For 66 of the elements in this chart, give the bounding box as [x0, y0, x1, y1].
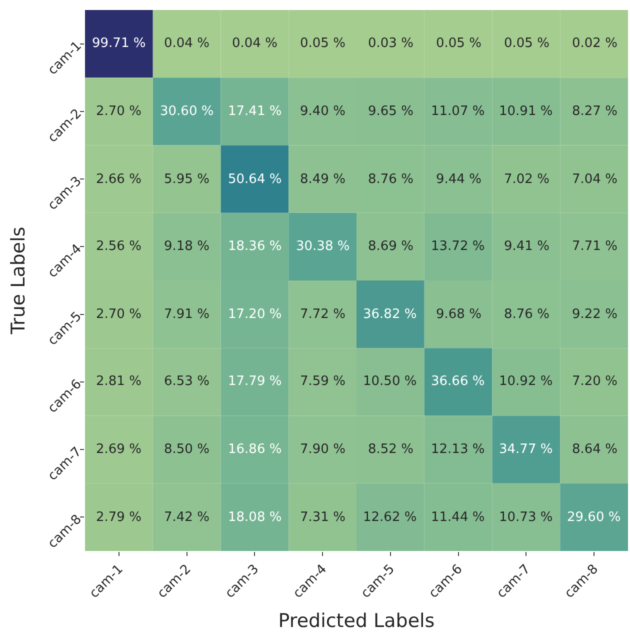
data-label: 16.86 % — [228, 442, 282, 457]
data-label: 18.36 % — [228, 239, 282, 254]
data-label: 7.02 % — [504, 172, 550, 187]
data-label: 9.18 % — [164, 239, 210, 254]
data-label: 9.41 % — [504, 239, 550, 254]
data-label: 99.71 % — [92, 36, 146, 51]
data-label: 0.04 % — [232, 36, 278, 51]
data-label: 6.53 % — [164, 374, 210, 389]
data-label: 7.59 % — [300, 374, 346, 389]
data-label: 29.60 % — [567, 510, 621, 525]
data-label: 2.70 % — [96, 307, 142, 322]
data-label: 11.07 % — [431, 104, 485, 119]
data-label: 12.62 % — [363, 510, 417, 525]
data-label: 12.13 % — [431, 442, 485, 457]
data-label: 30.38 % — [296, 239, 350, 254]
data-label: 7.20 % — [572, 374, 618, 389]
data-label: 11.44 % — [431, 510, 485, 525]
data-label: 9.40 % — [300, 104, 346, 119]
data-label: 2.79 % — [96, 510, 142, 525]
data-label: 36.66 % — [431, 374, 485, 389]
data-label: 17.41 % — [228, 104, 282, 119]
data-label: 8.52 % — [368, 442, 414, 457]
data-label: 8.64 % — [572, 442, 618, 457]
data-label: 34.77 % — [499, 442, 553, 457]
data-label: 2.56 % — [96, 239, 142, 254]
data-label: 0.02 % — [572, 36, 618, 51]
data-label: 2.69 % — [96, 442, 142, 457]
data-label: 7.91 % — [164, 307, 210, 322]
data-label: 8.27 % — [572, 104, 618, 119]
data-label: 7.04 % — [572, 172, 618, 187]
data-label: 9.44 % — [436, 172, 482, 187]
data-label: 2.81 % — [96, 374, 142, 389]
data-label: 36.82 % — [363, 307, 417, 322]
y-axis-title: True Labels — [7, 226, 30, 336]
data-label: 0.04 % — [164, 36, 210, 51]
data-label: 5.95 % — [164, 172, 210, 187]
data-label: 8.76 % — [368, 172, 414, 187]
data-label: 10.50 % — [363, 374, 417, 389]
data-label: 17.79 % — [228, 374, 282, 389]
data-label: 7.42 % — [164, 510, 210, 525]
data-label: 0.05 % — [300, 36, 346, 51]
data-label: 0.05 % — [504, 36, 550, 51]
data-label: 13.72 % — [431, 239, 485, 254]
data-label: 18.08 % — [228, 510, 282, 525]
data-label: 10.92 % — [499, 374, 553, 389]
data-label: 9.68 % — [436, 307, 482, 322]
data-label: 8.69 % — [368, 239, 414, 254]
data-label: 50.64 % — [228, 172, 282, 187]
data-label: 7.90 % — [300, 442, 346, 457]
data-label: 9.22 % — [572, 307, 618, 322]
data-label: 17.20 % — [228, 307, 282, 322]
data-label: 0.03 % — [368, 36, 414, 51]
data-label: 7.31 % — [300, 510, 346, 525]
data-label: 8.50 % — [164, 442, 210, 457]
data-label: 9.65 % — [368, 104, 414, 119]
data-label: 7.72 % — [300, 307, 346, 322]
data-label: 2.70 % — [96, 104, 142, 119]
x-axis-title: Predicted Labels — [278, 610, 435, 632]
data-label: 30.60 % — [160, 104, 214, 119]
data-label: 10.91 % — [499, 104, 553, 119]
data-label: 7.71 % — [572, 239, 618, 254]
data-label: 2.66 % — [96, 172, 142, 187]
data-label: 8.49 % — [300, 172, 346, 187]
data-label: 10.73 % — [499, 510, 553, 525]
data-label: 0.05 % — [436, 36, 482, 51]
data-label: 8.76 % — [504, 307, 550, 322]
